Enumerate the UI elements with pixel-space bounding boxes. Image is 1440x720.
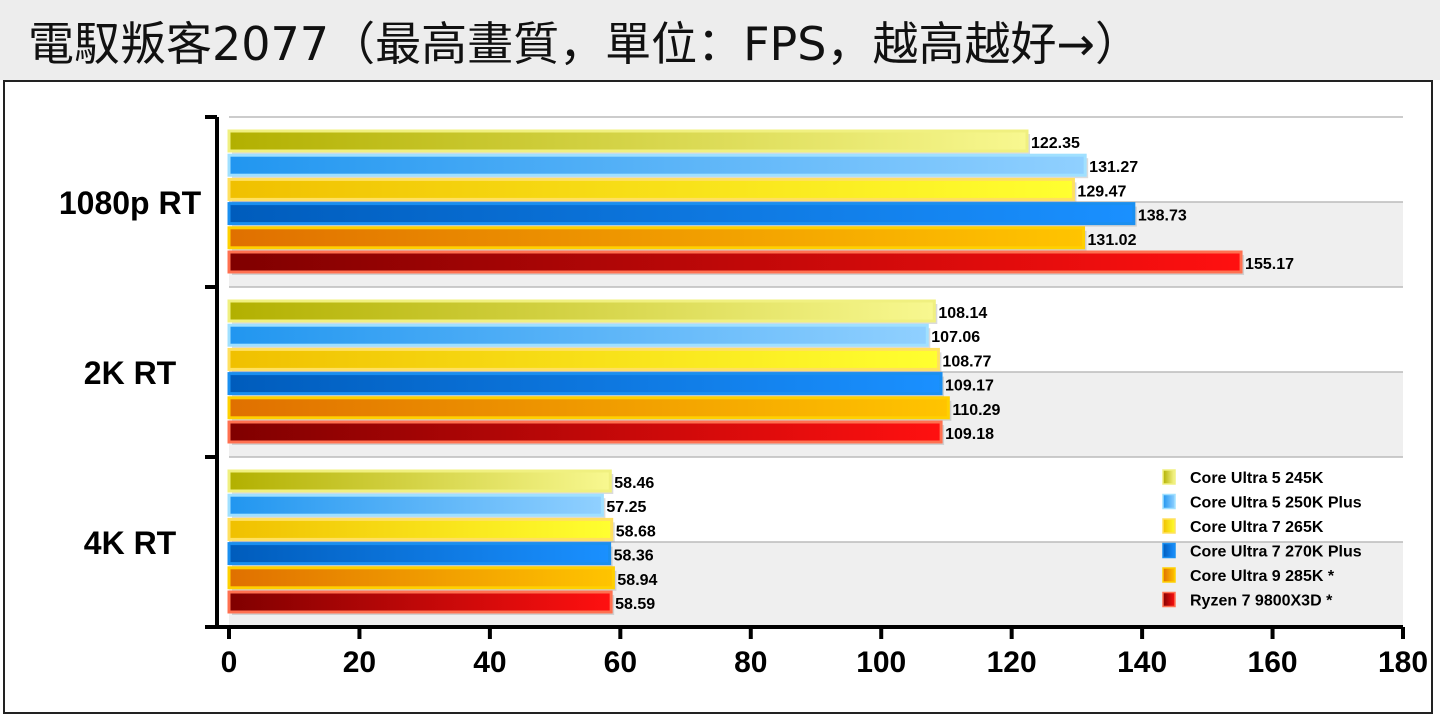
data-label: 110.29 [952,402,1000,419]
x-tick-label: 0 [221,646,238,679]
data-label: 122.35 [1031,135,1080,152]
bar [227,493,604,517]
data-label: 107.06 [931,329,980,346]
x-tick-label: 160 [1248,646,1298,679]
bar [227,396,950,420]
data-label: 108.14 [938,305,987,322]
bar [227,250,1243,274]
legend-label: Core Ultra 5 250K Plus [1190,495,1362,512]
data-label: 58.68 [616,523,656,540]
x-tick-label: 80 [734,646,767,679]
x-tick-label: 100 [856,646,906,679]
bar [227,517,614,541]
category-label: 2K RT [84,355,177,391]
legend-swatch [1162,591,1176,608]
legend-label: Core Ultra 9 285K * [1190,568,1335,585]
legend-swatch [1162,567,1176,583]
data-label: 58.36 [614,548,654,565]
data-label: 138.73 [1138,208,1187,225]
bar [227,153,1087,177]
bar [227,323,929,347]
x-tick-label: 60 [604,646,637,679]
data-label: 58.94 [617,572,657,589]
data-label: 57.25 [606,499,646,516]
bar [227,420,943,444]
bar [227,177,1075,201]
title-band: 電馭叛客2077（最高畫質，單位：FPS，越高越好→） [0,0,1440,80]
bar [227,226,1086,250]
data-label: 131.02 [1088,232,1137,249]
x-tick-label: 40 [473,646,506,679]
bar [227,542,612,566]
legend-label: Core Ultra 7 270K Plus [1190,544,1362,561]
bar [227,202,1136,226]
bar [227,469,612,493]
x-tick-label: 20 [343,646,376,679]
legend-swatch [1162,542,1176,559]
bar [227,347,940,371]
x-tick-label: 140 [1117,646,1167,679]
x-tick-label: 120 [987,646,1037,679]
data-label: 109.17 [945,378,994,395]
bar [227,372,943,396]
bar [227,129,1029,153]
category-label: 4K RT [84,525,177,561]
chart-frame [3,80,1433,714]
legend-label: Ryzen 7 9800X3D * [1190,593,1333,610]
legend-label: Core Ultra 7 265K [1190,519,1324,536]
bar [227,299,936,323]
data-label: 131.27 [1089,159,1138,176]
data-label: 58.59 [615,596,655,613]
bar [227,590,613,614]
data-label: 108.77 [942,353,991,370]
data-label: 155.17 [1245,256,1294,273]
data-label: 109.18 [945,426,994,443]
legend-label: Core Ultra 5 245K [1190,470,1324,487]
data-label: 129.47 [1077,183,1126,200]
legend-swatch [1162,469,1176,485]
category-label: 1080p RT [59,185,202,221]
bar [227,566,615,590]
x-tick-label: 180 [1378,646,1428,679]
legend-swatch [1162,493,1176,510]
data-label: 58.46 [614,475,654,492]
legend-swatch [1162,518,1176,534]
chart-title: 電馭叛客2077（最高畫質，單位：FPS，越高越好→） [28,17,1142,71]
